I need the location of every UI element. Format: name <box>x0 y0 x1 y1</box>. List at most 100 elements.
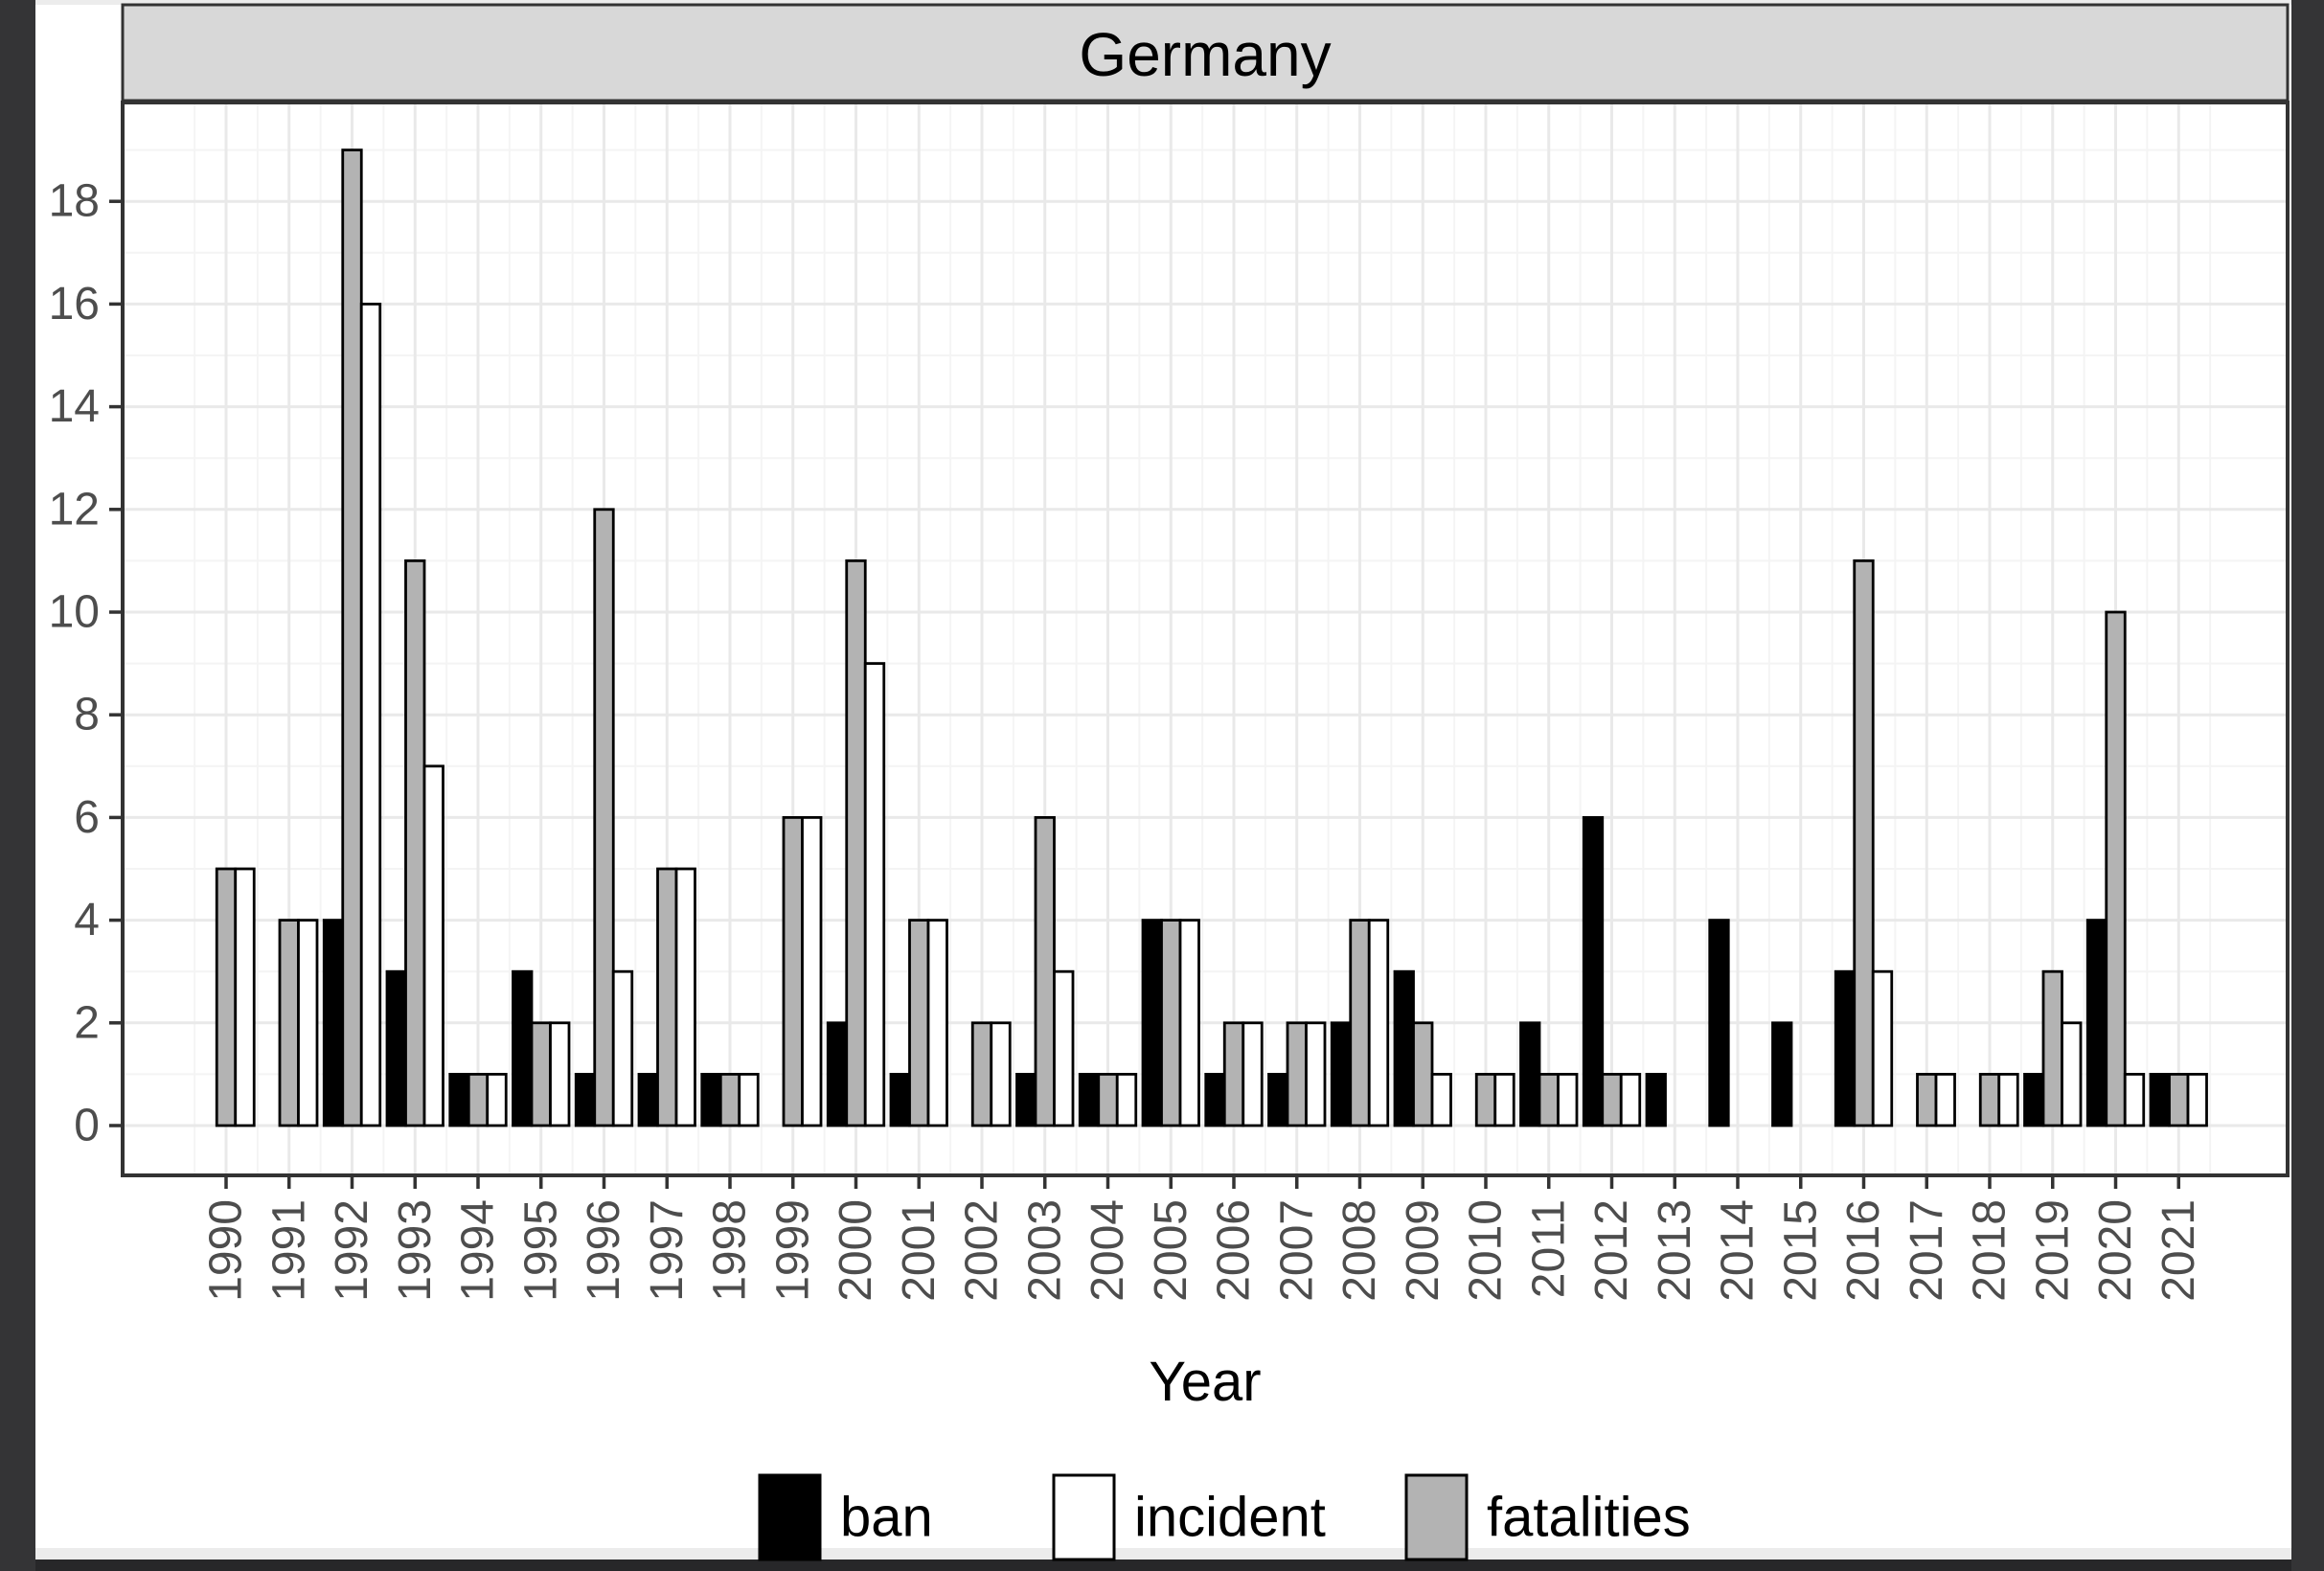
bar-fatalities-1999 <box>782 816 804 1127</box>
bar-fatalities-1992 <box>341 148 363 1127</box>
bar-ban-2020 <box>2085 919 2108 1127</box>
frame-bottom <box>0 1560 2324 1571</box>
bar-incident-2019 <box>2061 1021 2083 1127</box>
bar-ban-2006 <box>1204 1073 1226 1127</box>
y-axis-tick-label: 18 <box>49 176 100 227</box>
x-axis-tick-label: 2011 <box>1523 1199 1574 1298</box>
legend: ban incident fatalities <box>758 1473 1691 1561</box>
bar-ban-2000 <box>826 1021 849 1127</box>
axis-tick-labels: 0 2 4 6 8 10 12 14 16 18 1990 1991 1992 1993 1994 1995 1… <box>49 176 2204 1302</box>
bar-fatalities-2002 <box>970 1021 993 1127</box>
bar-ban-2012 <box>1582 816 1605 1127</box>
bar-fatalities-2003 <box>1034 816 1056 1127</box>
bar-incident-1998 <box>738 1073 760 1127</box>
bar-fatalities-2021 <box>2168 1073 2190 1127</box>
bar-ban-2013 <box>1645 1073 1667 1127</box>
x-axis-tick-label: 2004 <box>1082 1199 1133 1302</box>
legend-label-fatalities: fatalities <box>1487 1487 1691 1549</box>
x-axis-tick-label: 2006 <box>1209 1199 1260 1302</box>
y-axis-tick-label: 10 <box>49 587 100 638</box>
axis-ticks <box>109 199 2180 1189</box>
bar-fatalities-2008 <box>1349 919 1371 1127</box>
bar-incident-2010 <box>1493 1073 1515 1127</box>
bar-fatalities-1993 <box>404 559 426 1127</box>
bar-fatalities-2004 <box>1097 1073 1119 1127</box>
bar-ban-2014 <box>1708 919 1730 1127</box>
bar-incident-2018 <box>1997 1073 2019 1127</box>
bar-fatalities-1995 <box>530 1021 552 1127</box>
bar-fatalities-2017 <box>1916 1073 1938 1127</box>
x-axis-tick-label: 2019 <box>2027 1199 2078 1302</box>
x-axis-tick-label: 1992 <box>327 1199 377 1302</box>
facet-strip-title: Germany <box>1079 20 1331 89</box>
bar-ban-2019 <box>2023 1073 2045 1127</box>
x-axis-tick-label: 2010 <box>1461 1199 1512 1302</box>
bar-incident-1995 <box>549 1021 571 1127</box>
bar-incident-2000 <box>863 662 886 1127</box>
bar-fatalities-2016 <box>1853 559 1875 1127</box>
bar-fatalities-1997 <box>656 867 678 1127</box>
bar-fatalities-2010 <box>1474 1073 1497 1127</box>
bar-incident-1990 <box>234 867 256 1127</box>
bar-ban-1997 <box>637 1073 659 1127</box>
bar-incident-1997 <box>674 867 696 1127</box>
bar-fatalities-1998 <box>718 1073 741 1127</box>
x-axis-tick-label: 2013 <box>1650 1199 1700 1302</box>
bar-incident-1994 <box>486 1073 508 1127</box>
frame-bottom-light <box>35 1548 2291 1561</box>
x-axis-tick-label: 2005 <box>1146 1199 1196 1302</box>
panel-border <box>121 101 2290 1177</box>
x-axis-tick-label: 2007 <box>1271 1199 1322 1302</box>
x-axis-tick-label: 1997 <box>642 1199 693 1302</box>
bar-incident-2012 <box>1619 1073 1642 1127</box>
x-axis-tick-label: 2015 <box>1775 1199 1826 1302</box>
bar-incident-2017 <box>1934 1073 1956 1127</box>
x-axis-tick-label: 2018 <box>1965 1199 2016 1302</box>
bar-fatalities-1991 <box>278 919 300 1127</box>
bar-ban-2007 <box>1267 1073 1289 1127</box>
x-axis-tick-label: 1999 <box>767 1199 818 1302</box>
bar-ban-2003 <box>1015 1073 1037 1127</box>
y-axis-tick-label: 8 <box>74 690 100 740</box>
bar-fatalities-2006 <box>1222 1021 1245 1127</box>
bar-fatalities-1990 <box>215 867 238 1127</box>
frame-top <box>35 0 2291 5</box>
bar-ban-2009 <box>1393 969 1415 1127</box>
bar-incident-2004 <box>1115 1073 1138 1127</box>
x-axis-title: Year <box>1149 1351 1261 1413</box>
x-axis-tick-label: 2017 <box>1902 1199 1952 1302</box>
x-axis-tick-label: 2012 <box>1586 1199 1637 1302</box>
bar-incident-2020 <box>2123 1073 2146 1127</box>
bars <box>215 148 2208 1127</box>
x-axis-tick-label: 1996 <box>579 1199 629 1302</box>
bar-incident-2001 <box>926 919 948 1127</box>
x-axis-tick-label: 2009 <box>1398 1199 1448 1302</box>
bar-ban-1998 <box>700 1073 722 1127</box>
y-axis-tick-label: 4 <box>74 895 100 945</box>
bar-ban-2011 <box>1519 1021 1541 1127</box>
bar-ban-1994 <box>448 1073 470 1127</box>
x-axis-tick-label: 2020 <box>2090 1199 2141 1302</box>
y-axis-tick-label: 0 <box>74 1101 100 1151</box>
x-axis-tick-label: 2003 <box>1019 1199 1070 1302</box>
x-axis-tick-label: 2000 <box>831 1199 881 1302</box>
bar-fatalities-2009 <box>1412 1021 1434 1127</box>
x-axis-tick-label: 2014 <box>1713 1199 1764 1302</box>
bar-ban-2001 <box>889 1073 911 1127</box>
bar-fatalities-1994 <box>467 1073 490 1127</box>
bar-fatalities-2011 <box>1538 1073 1560 1127</box>
bar-fatalities-2007 <box>1286 1021 1308 1127</box>
x-axis-tick-label: 1998 <box>705 1199 756 1302</box>
x-axis-tick-label: 2002 <box>957 1199 1008 1302</box>
x-axis-tick-label: 2021 <box>2153 1199 2204 1302</box>
x-axis-tick-label: 1993 <box>390 1199 441 1302</box>
bar-fatalities-2020 <box>2105 610 2127 1127</box>
bar-incident-2016 <box>1871 969 1894 1127</box>
bar-incident-1993 <box>422 764 444 1127</box>
y-axis-tick-label: 6 <box>74 792 100 843</box>
x-axis-tick-label: 2008 <box>1334 1199 1385 1302</box>
bar-incident-2008 <box>1367 919 1390 1127</box>
x-axis-tick-label: 1991 <box>263 1199 314 1302</box>
